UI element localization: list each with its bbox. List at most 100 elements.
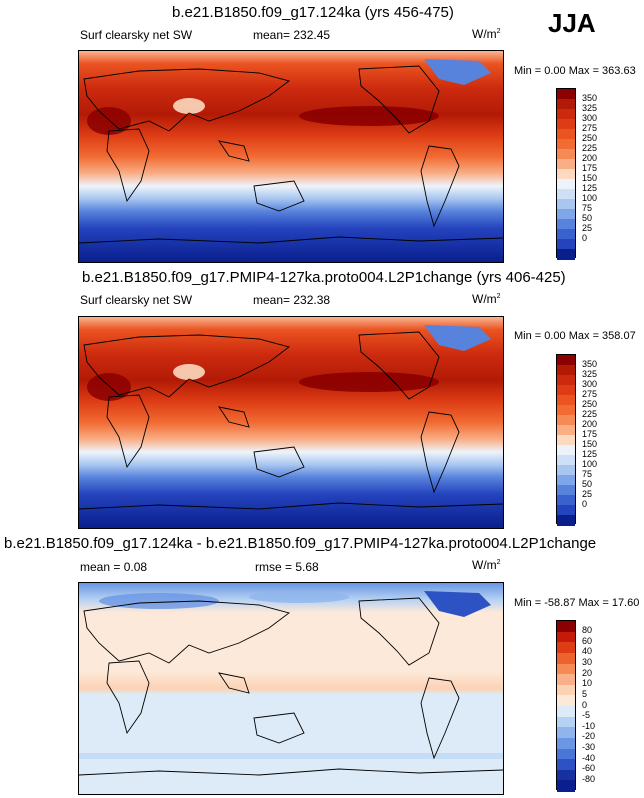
panel1-colorbar-swatch (557, 139, 575, 150)
panel2-colorbar-tick: 275 (582, 388, 598, 399)
panel3-colorbar-tick: 10 (582, 678, 593, 689)
panel1-colorbar-swatch (557, 189, 575, 200)
panel3-colorbar-tick: -30 (582, 742, 596, 752)
panel2-map (78, 316, 504, 529)
panel3-colorbar-swatch (557, 769, 575, 781)
panel1-colorbar-tick: 175 (582, 162, 598, 173)
panel3-colorbar-swatch (557, 695, 575, 707)
panel2-colorbar-swatch (557, 455, 575, 466)
panel2-colorbar-swatch (557, 445, 575, 456)
panel3-colorbar-swatch (557, 674, 575, 686)
panel3-colorbar-box (556, 620, 576, 792)
panel3-colorbar-swatch (557, 631, 575, 643)
panel1-colorbar-tick: 250 (582, 132, 598, 143)
panel1-colorbar-tick: 300 (582, 112, 598, 123)
panel2-colorbar-swatch (557, 505, 575, 516)
panel3-rmse: rmse = 5.68 (255, 560, 319, 574)
panel1-colorbar-swatch (557, 109, 575, 120)
panel2-colorbar-tick: 75 (582, 468, 593, 479)
panel3-colorbar-tick: 5 (582, 688, 588, 699)
panel3-colorbar-tick: -80 (582, 773, 596, 784)
panel2-colorbar-swatch (557, 355, 575, 366)
panel3-colorbar-tick: -10 (582, 720, 596, 731)
panel2-colorbar-swatch (557, 395, 575, 406)
panel2-map-image (79, 317, 503, 528)
panel1-mean: mean= 232.45 (253, 28, 331, 42)
panel3-colorbar-swatch (557, 748, 575, 760)
panel1-colorbar-swatch (557, 249, 575, 260)
panel3-colorbar-tick: 40 (582, 646, 593, 657)
panel2-colorbar-tick: 25 (582, 488, 593, 499)
panel1-unit: W/m2 (472, 27, 501, 41)
panel1-colorbar-tick: 50 (582, 212, 593, 223)
panel3-colorbar-tick: -5 (582, 710, 591, 721)
panel2-colorbar-tick: 200 (582, 418, 598, 429)
panel1-colorbar-tick: 25 (582, 222, 593, 233)
panel3-mean: mean = 0.08 (80, 560, 148, 574)
panel1-colorbar-swatch (557, 239, 575, 250)
panel3-colorbar-swatch (557, 684, 575, 696)
panel2-colorbar-tick: 50 (582, 478, 593, 489)
panel2-colorbar-tick: 0 (582, 498, 588, 509)
panel2-colorbar-swatch (557, 485, 575, 496)
panel2-colorbar-tick: 125 (582, 448, 598, 459)
panel2-colorbar-tick: 150 (582, 438, 598, 449)
panel3-colorbar-swatch (557, 759, 575, 771)
panel1-colorbar-tick: 150 (582, 172, 598, 183)
panel3-colorbar-tick: -60 (582, 763, 596, 774)
panel2-unit: W/m2 (472, 292, 501, 306)
panel2-colorbar-box (556, 354, 576, 526)
panel2-colorbar-swatch (557, 405, 575, 416)
panel3-title: b.e21.B1850.f09_g17.124ka - b.e21.B1850.… (4, 535, 597, 552)
panel2-colorbar-swatch (557, 385, 575, 396)
panel2-mean: mean= 232.38 (253, 293, 331, 307)
panel3-colorbar-tick: -20 (582, 731, 596, 742)
panel2-variable: Surf clearsky net SW (80, 293, 193, 307)
panel2-colorbar-swatch (557, 375, 575, 386)
panel1-variable: Surf clearsky net SW (80, 28, 193, 42)
panel1-colorbar-box (556, 88, 576, 260)
panel1-colorbar-swatch (557, 229, 575, 240)
panel1-colorbar-swatch (557, 149, 575, 160)
panel2-colorbar-tick: 100 (582, 458, 598, 469)
panel1-colorbar-swatch (557, 219, 575, 230)
panel2-minmax: Min = 0.00 Max = 358.07 (514, 330, 636, 342)
panel2-colorbar-swatch (557, 425, 575, 436)
panel1-colorbar-tick: 200 (582, 152, 598, 163)
panel3-colorbar-tick: 0 (582, 699, 588, 710)
panel3-colorbar-swatch (557, 737, 575, 749)
panel1-colorbar-swatch (557, 119, 575, 130)
panel3-colorbar-swatch (557, 663, 575, 675)
panel3-colorbar-swatch (557, 706, 575, 718)
panel2-title: b.e21.B1850.f09_g17.PMIP4-127ka.proto004… (82, 269, 566, 286)
panel2-colorbar-tick: 350 (582, 358, 598, 369)
panel1-map-image (79, 51, 503, 262)
panel2-colorbar-swatch (557, 515, 575, 526)
panel1-colorbar-tick: 225 (582, 142, 598, 153)
panel2-colorbar-tick: 250 (582, 398, 598, 409)
panel1-colorbar-tick: 125 (582, 182, 598, 193)
panel1-title: b.e21.B1850.f09_g17.124ka (yrs 456-475) (172, 4, 454, 21)
panel1-colorbar-tick: 100 (582, 192, 598, 203)
panel3-map-image (79, 583, 503, 794)
panel2-colorbar-tick: 225 (582, 408, 598, 419)
season-label: JJA (548, 8, 596, 38)
panel2-colorbar-swatch (557, 435, 575, 446)
panel3-colorbar-swatch (557, 780, 575, 792)
panel3-unit: W/m2 (472, 558, 501, 572)
panel1-colorbar-tick: 275 (582, 122, 598, 133)
panel3-colorbar-tick: 60 (582, 635, 593, 646)
panel1-colorbar-tick: 325 (582, 102, 598, 113)
panel2-colorbar-swatch (557, 415, 575, 426)
panel1-minmax: Min = 0.00 Max = 363.63 (514, 65, 636, 77)
panel1-colorbar-swatch (557, 169, 575, 180)
panel1-colorbar-swatch (557, 159, 575, 170)
panel3-minmax: Min = -58.87 Max = 17.60 (514, 597, 640, 609)
panel1-colorbar-swatch (557, 179, 575, 190)
panel1-colorbar-swatch (557, 209, 575, 220)
panel3-colorbar-tick: -40 (582, 752, 596, 763)
panel2-colorbar-tick: 325 (582, 368, 598, 379)
panel1-colorbar-swatch (557, 129, 575, 140)
panel2-colorbar-swatch (557, 475, 575, 486)
panel1-colorbar-swatch (557, 199, 575, 210)
